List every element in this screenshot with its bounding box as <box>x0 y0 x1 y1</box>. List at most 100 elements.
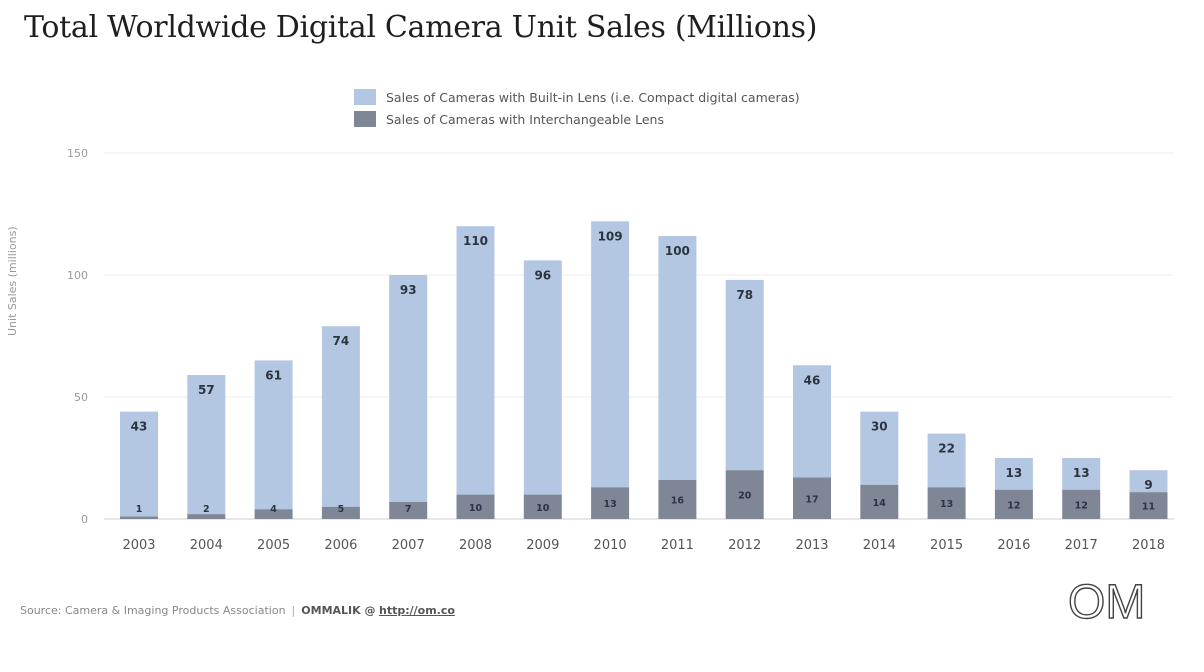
legend-swatch-interchangeable <box>354 111 376 127</box>
bar-interchangeable <box>321 506 360 519</box>
logo-text: OM <box>1068 576 1145 622</box>
bar-built-in <box>389 275 428 502</box>
data-label-built-in: 61 <box>265 368 282 382</box>
data-label-built-in: 30 <box>871 420 888 434</box>
bar-interchangeable <box>1062 489 1101 519</box>
data-label-interchangeable: 2 <box>203 504 210 515</box>
legend-item-built-in: Sales of Cameras with Built-in Lens (i.e… <box>354 86 800 108</box>
bar-built-in <box>1062 458 1101 490</box>
bar-interchangeable <box>254 509 293 519</box>
data-label-interchangeable: 12 <box>1075 500 1088 511</box>
bar-interchangeable <box>658 479 697 519</box>
bar-interchangeable <box>793 477 831 519</box>
data-label-interchangeable: 17 <box>805 494 818 505</box>
x-tick-label: 2016 <box>997 538 1030 553</box>
x-tick-label: 2009 <box>526 538 559 553</box>
legend-label-built-in: Sales of Cameras with Built-in Lens (i.e… <box>386 89 800 105</box>
data-label-built-in: 43 <box>131 420 148 434</box>
x-tick-label: 2013 <box>795 538 828 553</box>
bar-built-in <box>321 326 360 507</box>
bar-built-in <box>1129 470 1168 493</box>
data-label-built-in: 100 <box>665 244 690 258</box>
bar-interchangeable <box>456 494 495 519</box>
x-tick-label: 2010 <box>594 538 627 553</box>
bar-interchangeable <box>927 487 966 519</box>
source-label: Source: Camera & Imaging Products Associ… <box>20 604 286 617</box>
x-tick-label: 2015 <box>930 538 963 553</box>
source-link[interactable]: http://om.co <box>378 604 455 617</box>
bar-interchangeable <box>120 516 158 519</box>
bar-built-in <box>456 226 495 495</box>
bar-interchangeable <box>523 494 562 519</box>
x-tick-label: 2006 <box>324 538 357 553</box>
x-tick-label: 2004 <box>190 538 223 553</box>
bar-interchangeable <box>860 484 899 519</box>
bar-built-in <box>927 433 966 488</box>
y-tick-label: 0 <box>81 513 88 526</box>
data-label-interchangeable: 1 <box>136 504 143 515</box>
data-label-built-in: 22 <box>938 442 955 456</box>
bar-built-in <box>658 235 697 480</box>
data-label-interchangeable: 7 <box>405 504 412 515</box>
data-label-interchangeable: 5 <box>338 504 345 515</box>
data-label-interchangeable: 4 <box>270 504 277 515</box>
data-label-built-in: 13 <box>1073 466 1090 480</box>
bar-built-in <box>994 458 1033 490</box>
bar-built-in <box>187 375 226 515</box>
x-tick-label: 2012 <box>728 538 761 553</box>
chart-title: Total Worldwide Digital Camera Unit Sale… <box>24 10 818 45</box>
bar-built-in <box>120 411 158 517</box>
data-label-interchangeable: 10 <box>469 503 483 514</box>
x-tick-label: 2018 <box>1132 538 1165 553</box>
x-tick-label: 2014 <box>863 538 896 553</box>
bar-interchangeable <box>1129 492 1168 519</box>
bar-built-in <box>591 221 630 488</box>
legend: Sales of Cameras with Built-in Lens (i.e… <box>354 86 800 130</box>
bar-built-in <box>725 279 764 471</box>
data-label-interchangeable: 12 <box>1007 500 1020 511</box>
data-label-interchangeable: 10 <box>536 503 550 514</box>
legend-item-interchangeable: Sales of Cameras with Interchangeable Le… <box>354 108 800 130</box>
bar-built-in <box>860 411 899 485</box>
x-tick-label: 2008 <box>459 538 492 553</box>
bar-interchangeable <box>994 489 1033 519</box>
x-tick-label: 2005 <box>257 538 290 553</box>
source-brand: OMMALIK @ <box>301 604 376 617</box>
data-label-interchangeable: 16 <box>671 495 685 506</box>
data-label-built-in: 109 <box>598 229 623 243</box>
data-label-built-in: 96 <box>534 268 551 282</box>
x-tick-label: 2017 <box>1065 538 1098 553</box>
bar-interchangeable <box>725 470 764 519</box>
y-tick-label: 100 <box>67 269 88 282</box>
data-label-built-in: 110 <box>463 234 488 248</box>
om-logo: OM <box>1067 576 1146 622</box>
legend-swatch-built-in <box>354 89 376 105</box>
bar-interchangeable <box>187 514 226 519</box>
x-tick-label: 2003 <box>122 538 155 553</box>
source-separator: | <box>291 604 296 617</box>
legend-label-interchangeable: Sales of Cameras with Interchangeable Le… <box>386 111 664 127</box>
data-label-built-in: 57 <box>198 383 215 397</box>
bar-interchangeable <box>591 487 630 519</box>
y-tick-label: 50 <box>74 391 88 404</box>
data-label-built-in: 9 <box>1144 478 1152 492</box>
bar-built-in <box>793 365 831 478</box>
bar-interchangeable <box>389 501 428 519</box>
data-label-interchangeable: 11 <box>1142 502 1155 513</box>
data-label-interchangeable: 14 <box>873 498 887 509</box>
bar-built-in <box>254 360 293 510</box>
x-tick-label: 2007 <box>392 538 425 553</box>
data-label-interchangeable: 13 <box>940 499 953 510</box>
data-label-interchangeable: 13 <box>603 499 616 510</box>
data-label-interchangeable: 20 <box>738 491 752 502</box>
x-tick-label: 2011 <box>661 538 694 553</box>
source-line: Source: Camera & Imaging Products Associ… <box>20 604 455 617</box>
y-tick-label: 150 <box>67 147 88 160</box>
data-label-built-in: 93 <box>400 283 417 297</box>
bar-built-in <box>523 260 562 495</box>
data-label-built-in: 74 <box>333 334 350 348</box>
data-label-built-in: 78 <box>736 288 753 302</box>
data-label-built-in: 46 <box>804 373 821 387</box>
data-label-built-in: 13 <box>1006 466 1023 480</box>
